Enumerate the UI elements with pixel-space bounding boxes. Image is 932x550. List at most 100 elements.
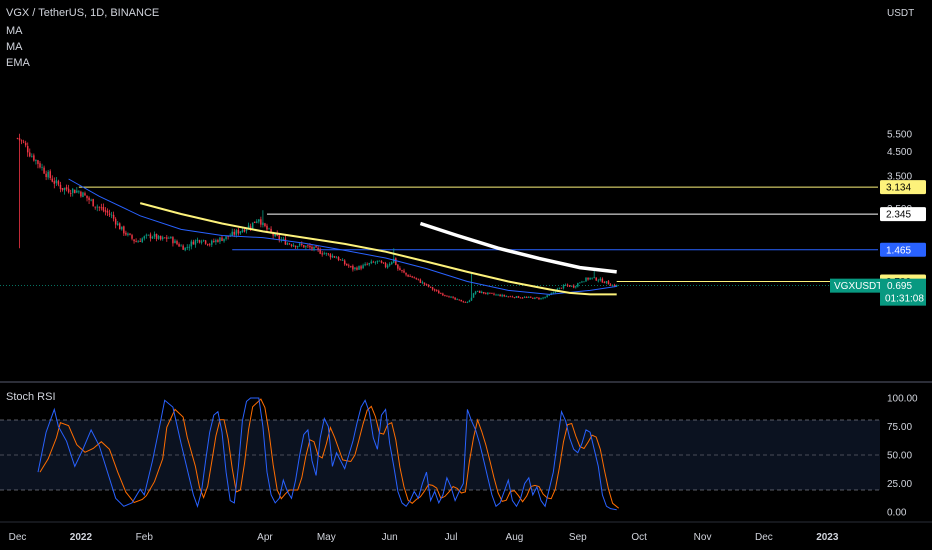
time-tick-label: Nov	[694, 532, 712, 543]
candle-body	[170, 236, 172, 239]
candle-body	[71, 188, 74, 193]
candle-body	[114, 218, 117, 225]
candle-body	[407, 274, 409, 277]
candle-body	[366, 264, 368, 266]
candles	[16, 133, 618, 304]
indicator-ema[interactable]: EMA	[6, 57, 30, 69]
candle-body	[249, 226, 252, 228]
candle-body	[321, 253, 323, 255]
stoch-rsi-title[interactable]: Stoch RSI	[6, 391, 56, 403]
candle-body	[135, 241, 137, 243]
candle-body	[116, 223, 119, 226]
candle-body	[435, 290, 438, 292]
candle-body	[503, 294, 505, 297]
candle-body	[552, 292, 555, 294]
candle-body	[317, 247, 319, 250]
candle-body	[356, 267, 358, 270]
candle-body	[399, 268, 401, 271]
stoch-rsi-tick-label: 0.00	[887, 508, 907, 519]
time-tick-label: Aug	[506, 532, 524, 543]
candle-body	[362, 265, 364, 269]
candle-body	[258, 219, 260, 222]
candle-body	[84, 193, 86, 196]
candle-body	[65, 187, 68, 190]
time-axis: Dec 2022 Feb Apr May Jun Jul Aug Sep Oct Nov Dec 202…	[9, 532, 839, 543]
symbol-header[interactable]: VGX / TetherUS, 1D, BINANCE	[6, 7, 160, 19]
candle-body	[595, 277, 597, 281]
candle-body	[554, 291, 557, 293]
candle-body	[59, 184, 62, 189]
candle-body	[288, 243, 291, 245]
candle-body	[411, 276, 413, 278]
candle-body	[468, 300, 471, 303]
candle-body	[313, 246, 315, 250]
candle-body	[157, 235, 160, 239]
candle-body	[433, 289, 436, 291]
candle-body	[478, 290, 481, 293]
candle-body	[611, 285, 614, 286]
indicator-ma-2[interactable]: MA	[6, 41, 23, 53]
candle-body	[141, 238, 143, 243]
indicator-ma-1[interactable]: MA	[6, 25, 23, 37]
candle-body	[61, 187, 64, 191]
level-tag-label: 2.345	[886, 210, 911, 221]
candle-body	[528, 296, 530, 298]
candle-body	[599, 278, 602, 281]
candle-body	[485, 293, 487, 294]
candle-body	[74, 189, 76, 194]
candle-body	[370, 261, 373, 264]
candle-body	[57, 181, 60, 185]
candle-body	[233, 231, 236, 235]
countdown-label: 01:31:08	[885, 294, 924, 305]
candle-body	[100, 207, 103, 209]
candle-body	[376, 260, 379, 262]
candle-body	[121, 226, 123, 230]
candle-body	[431, 287, 434, 290]
candle-body	[102, 206, 105, 211]
candle-body	[108, 213, 111, 215]
candle-body	[80, 191, 82, 197]
stoch-rsi-band	[0, 420, 880, 490]
symbol-tag	[830, 278, 882, 293]
candle-body	[419, 279, 422, 283]
candle-body	[560, 287, 563, 289]
candle-body	[323, 253, 325, 255]
candle-body	[202, 239, 205, 241]
candle-body	[192, 241, 195, 245]
candle-body	[227, 236, 229, 238]
level-tag	[880, 180, 926, 195]
candle-body	[88, 197, 90, 201]
candle-body	[605, 281, 608, 283]
candle-body	[521, 297, 524, 299]
candle-body	[352, 265, 354, 270]
candle-body	[421, 282, 424, 284]
candle-body	[294, 245, 297, 248]
candle-body	[196, 239, 199, 241]
candle-body	[583, 281, 585, 283]
candle-body	[286, 243, 289, 245]
candle-body	[585, 277, 587, 282]
candle-body	[440, 293, 442, 295]
candle-body	[303, 245, 305, 248]
candle-body	[139, 240, 141, 242]
candle-body	[31, 156, 33, 158]
candle-body	[262, 222, 264, 226]
candle-body	[20, 140, 23, 142]
level-tag	[880, 207, 926, 222]
candle-body	[266, 225, 268, 230]
indicator-lines	[68, 178, 617, 296]
candle-body	[525, 297, 528, 299]
candle-body	[587, 277, 589, 280]
candle-body	[466, 302, 469, 303]
candle-body	[309, 245, 311, 248]
candle-body	[542, 297, 544, 299]
candle-body	[188, 246, 191, 248]
candle-body	[374, 262, 377, 264]
candle-body	[239, 231, 242, 234]
candle-body	[607, 281, 610, 285]
candle-body	[182, 245, 184, 250]
candle-body	[372, 261, 375, 263]
candle-body	[153, 234, 156, 237]
candle-body	[350, 265, 352, 267]
